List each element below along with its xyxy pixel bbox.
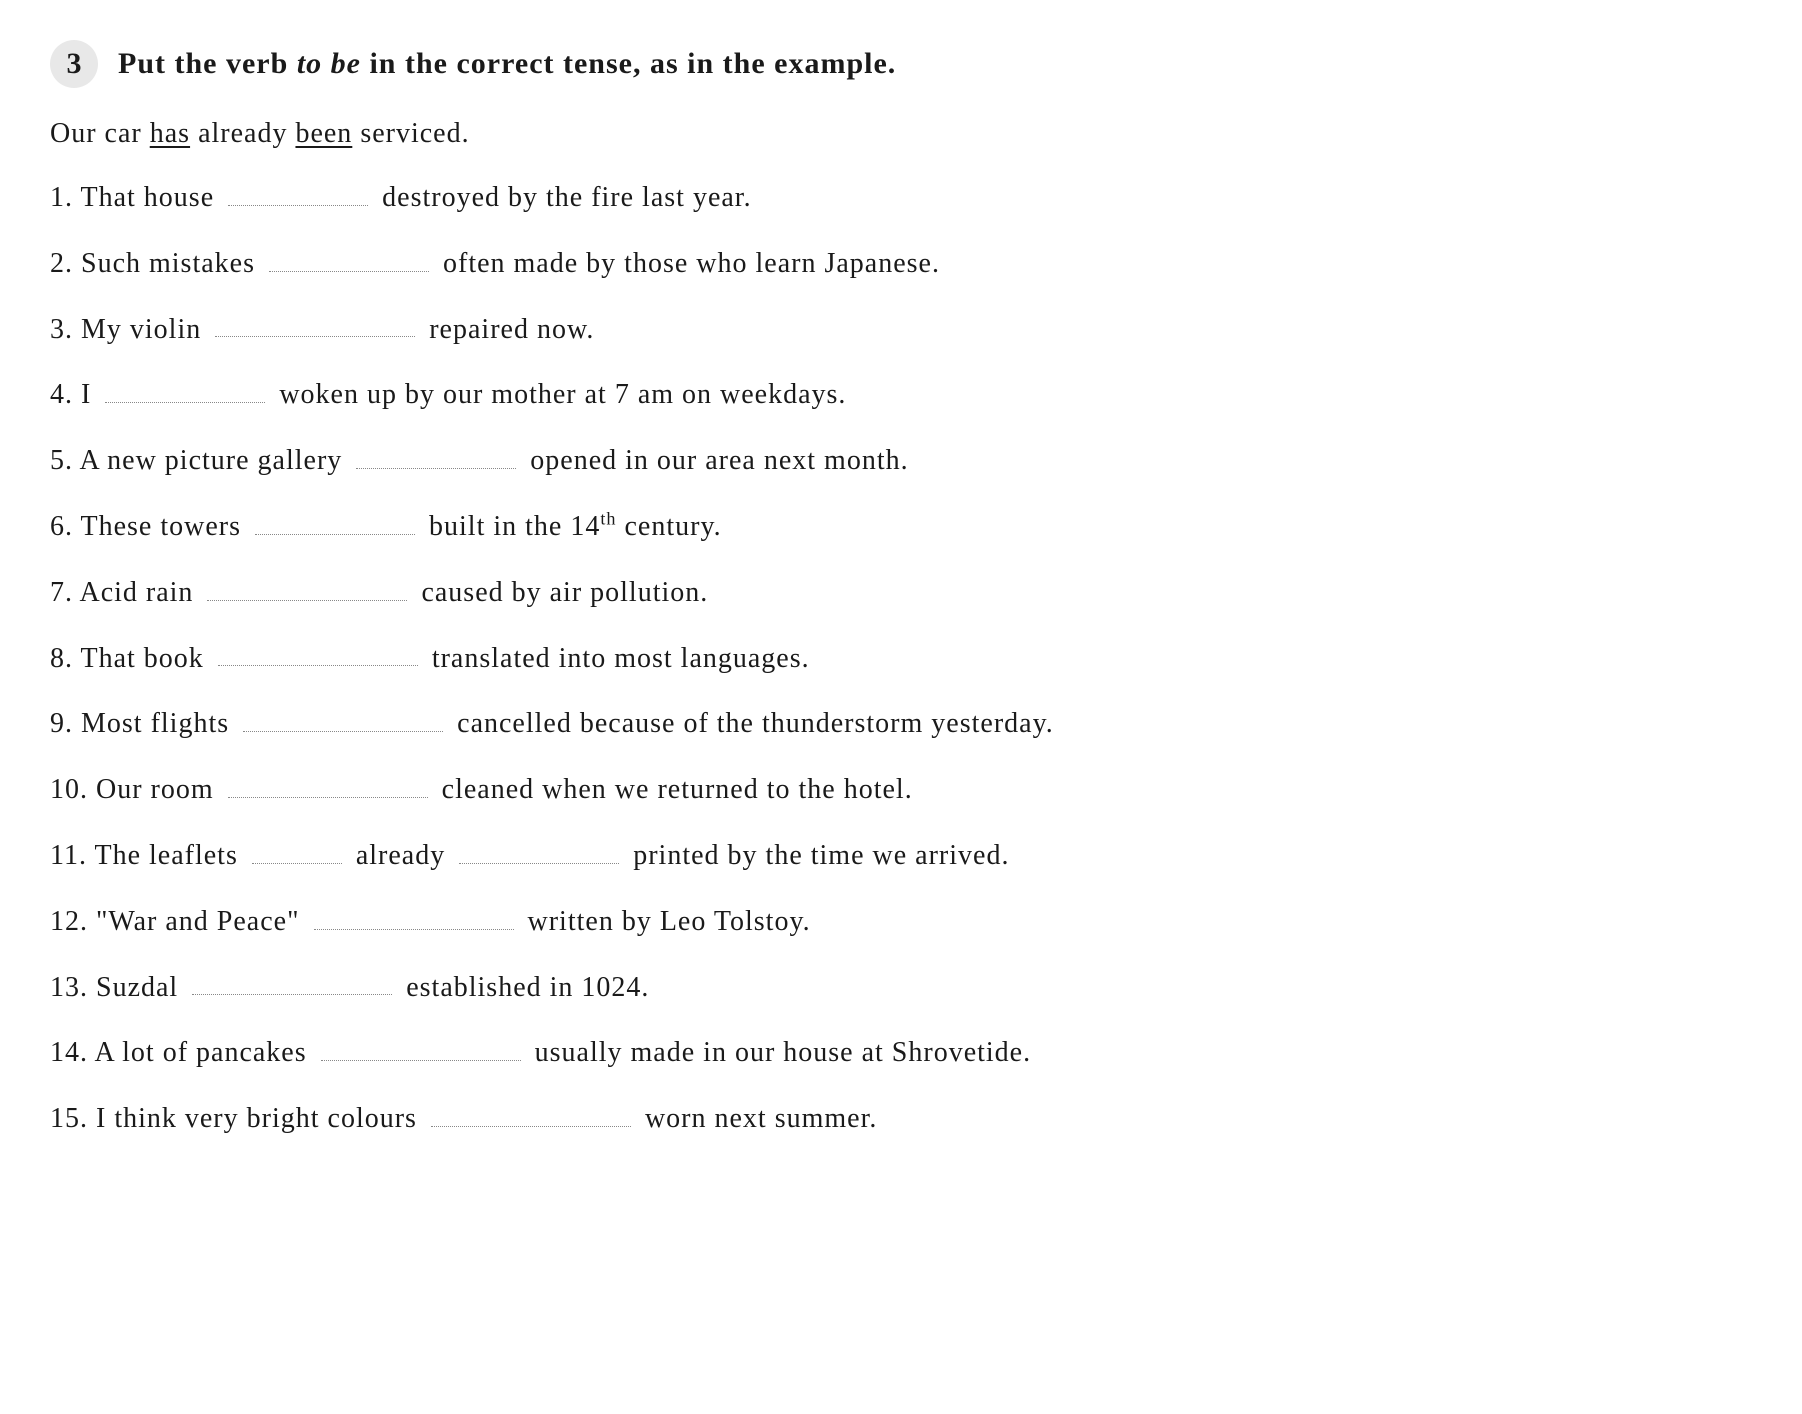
blank[interactable] — [207, 570, 407, 601]
item-post-pre: built in the 14 — [421, 511, 600, 542]
item-mid: already — [348, 840, 453, 871]
item-post: translated into most languages. — [424, 642, 810, 673]
item-2: 2. Such mistakes often made by those who… — [50, 241, 1752, 285]
item-post: usually made in our house at Shrovetide. — [527, 1037, 1031, 1068]
item-post: cleaned when we returned to the hotel. — [434, 774, 913, 805]
blank[interactable] — [252, 833, 342, 864]
example-underline2: been — [295, 118, 352, 149]
exercise-instruction: Put the verb to be in the correct tense,… — [118, 47, 896, 81]
item-11: 11. The leaflets already printed by the … — [50, 833, 1752, 877]
item-pre: My violin — [81, 313, 209, 344]
item-post: woken up by our mother at 7 am on weekda… — [271, 379, 846, 410]
item-pre: That house — [81, 182, 223, 213]
item-pre: A lot of pancakes — [94, 1037, 314, 1068]
item-num: 14. — [50, 1037, 88, 1068]
blank[interactable] — [321, 1030, 521, 1061]
item-num: 6. — [50, 511, 73, 542]
item-post: cancelled because of the thunderstorm ye… — [449, 708, 1054, 739]
item-post: opened in our area next month. — [522, 445, 908, 476]
item-7: 7. Acid rain caused by air pollution. — [50, 570, 1752, 614]
blank[interactable] — [228, 767, 428, 798]
item-pre: Such mistakes — [81, 248, 263, 279]
item-12: 12. "War and Peace" written by Leo Tolst… — [50, 899, 1752, 943]
item-pre: Our room — [96, 774, 222, 805]
item-post: caused by air pollution. — [413, 577, 708, 608]
blank[interactable] — [255, 504, 415, 535]
blank[interactable] — [243, 701, 443, 732]
instruction-italic: to be — [297, 47, 361, 80]
blank2[interactable] — [459, 833, 619, 864]
item-num: 15. — [50, 1103, 88, 1134]
item-num: 10. — [50, 774, 88, 805]
item-pre: "War and Peace" — [96, 906, 308, 937]
item-num: 9. — [50, 708, 73, 739]
item-pre: That book — [81, 642, 212, 673]
blank[interactable] — [218, 636, 418, 667]
item-6: 6. These towers built in the 14th centur… — [50, 504, 1752, 548]
item-14: 14. A lot of pancakes usually made in ou… — [50, 1030, 1752, 1074]
item-post: repaired now. — [421, 313, 594, 344]
item-pre: Suzdal — [96, 971, 186, 1002]
item-pre: These towers — [81, 511, 250, 542]
item-num: 5. — [50, 445, 73, 476]
item-13: 13. Suzdal established in 1024. — [50, 965, 1752, 1009]
blank[interactable] — [269, 241, 429, 272]
item-post: destroyed by the fire last year. — [374, 182, 751, 213]
item-pre: I — [81, 379, 99, 410]
item-num: 8. — [50, 642, 73, 673]
item-post: often made by those who learn Japanese. — [435, 248, 940, 279]
item-post-post: century. — [617, 511, 722, 542]
item-num: 4. — [50, 379, 73, 410]
example-sentence: Our car has already been serviced. — [50, 118, 1752, 150]
item-15: 15. I think very bright colours worn nex… — [50, 1096, 1752, 1140]
item-num: 12. — [50, 906, 88, 937]
blank[interactable] — [215, 307, 415, 338]
item-num: 1. — [50, 182, 73, 213]
item-sup: th — [600, 508, 616, 528]
example-pre: Our car — [50, 118, 150, 149]
item-num: 7. — [50, 577, 73, 608]
item-4: 4. I woken up by our mother at 7 am on w… — [50, 372, 1752, 416]
item-3: 3. My violin repaired now. — [50, 307, 1752, 351]
item-1: 1. That house destroyed by the fire last… — [50, 175, 1752, 219]
blank[interactable] — [192, 965, 392, 996]
item-pre: The leaflets — [94, 840, 245, 871]
blank[interactable] — [228, 175, 368, 206]
exercise-number-badge: 3 — [50, 40, 98, 88]
blank[interactable] — [356, 438, 516, 469]
instruction-post: in the correct tense, as in the example. — [361, 47, 896, 80]
item-10: 10. Our room cleaned when we returned to… — [50, 767, 1752, 811]
example-underline1: has — [150, 118, 190, 149]
item-post: worn next summer. — [637, 1103, 877, 1134]
exercise-header: 3 Put the verb to be in the correct tens… — [50, 40, 1752, 88]
instruction-pre: Put the verb — [118, 47, 297, 80]
item-num: 11. — [50, 840, 87, 871]
item-num: 3. — [50, 313, 73, 344]
item-post: established in 1024. — [398, 971, 649, 1002]
item-pre: I think very bright colours — [96, 1103, 425, 1134]
item-num: 2. — [50, 248, 73, 279]
item-pre: Most flights — [81, 708, 237, 739]
item-pre: Acid rain — [79, 577, 201, 608]
item-pre: A new picture gallery — [79, 445, 350, 476]
blank[interactable] — [314, 899, 514, 930]
exercise-items: 1. That house destroyed by the fire last… — [50, 175, 1752, 1140]
item-post: written by Leo Tolstoy. — [520, 906, 811, 937]
exercise-number: 3 — [67, 47, 82, 81]
example-post: serviced. — [352, 118, 469, 149]
example-mid: already — [190, 118, 295, 149]
item-5: 5. A new picture gallery opened in our a… — [50, 438, 1752, 482]
item-num: 13. — [50, 971, 88, 1002]
blank[interactable] — [105, 372, 265, 403]
item-9: 9. Most flights cancelled because of the… — [50, 701, 1752, 745]
item-8: 8. That book translated into most langua… — [50, 636, 1752, 680]
blank[interactable] — [431, 1096, 631, 1127]
item-post: printed by the time we arrived. — [625, 840, 1009, 871]
